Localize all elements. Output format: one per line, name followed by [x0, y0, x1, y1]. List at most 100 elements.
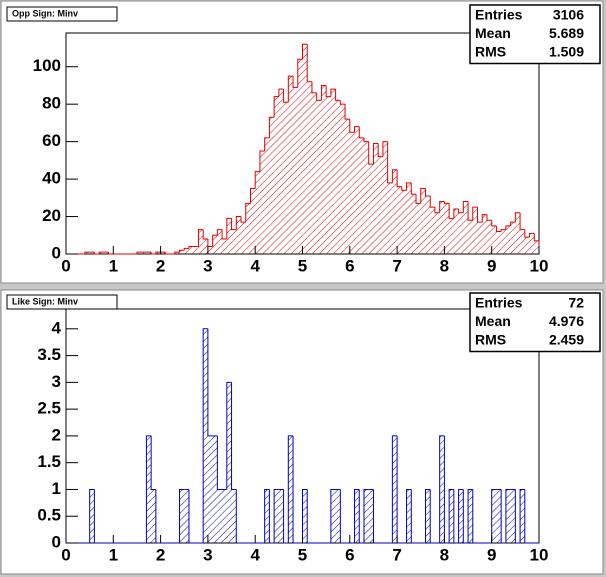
y-tick-label: 0	[52, 243, 61, 262]
bar	[203, 328, 208, 543]
bar-outline	[387, 141, 393, 184]
bar	[236, 216, 242, 254]
bar	[141, 252, 147, 254]
bar-outline	[155, 489, 161, 544]
bar	[449, 218, 454, 254]
bar	[179, 489, 185, 543]
stats-box	[469, 4, 601, 65]
bar-outline	[439, 435, 445, 543]
stat-value: 1.509	[549, 44, 584, 60]
bar	[293, 87, 298, 254]
x-tick-label: 1	[109, 545, 118, 564]
bar-outline	[150, 252, 156, 255]
bar-outline	[235, 216, 242, 230]
stat-label: RMS	[475, 44, 506, 60]
y-tick-label: 0.5	[37, 506, 61, 525]
bar	[330, 489, 336, 543]
bar-outline	[292, 435, 298, 544]
bar	[297, 59, 303, 255]
bar-outline	[406, 182, 412, 191]
bar	[335, 489, 341, 543]
bar-outline	[316, 92, 322, 101]
bar	[510, 489, 516, 543]
bar-outline	[283, 489, 289, 544]
bar	[335, 100, 341, 254]
x-tick-label: 0	[61, 545, 70, 564]
bar-outline	[401, 186, 407, 191]
bar-outline	[335, 89, 341, 101]
bar-outline	[249, 187, 256, 204]
bar-outline	[519, 212, 525, 231]
stat-label: Mean	[475, 313, 511, 329]
bar-outline	[292, 76, 298, 88]
x-tick-label: 5	[298, 256, 307, 275]
y-tick-label: 1	[52, 479, 61, 498]
bar-outline	[226, 381, 232, 490]
bar-outline	[202, 229, 208, 240]
bar-outline	[467, 201, 473, 221]
bar-outline	[164, 252, 171, 255]
bar	[472, 207, 478, 254]
bar-outline	[150, 435, 156, 490]
bar	[207, 246, 213, 254]
bar	[406, 489, 412, 543]
bar-outline	[216, 435, 223, 490]
bar	[392, 169, 398, 254]
bar-outline	[514, 212, 521, 223]
bar-outline	[145, 435, 152, 543]
bar	[264, 137, 270, 254]
bar-outline	[519, 488, 525, 543]
bar-outline	[443, 201, 450, 204]
bar	[151, 489, 156, 543]
bar-outline	[420, 187, 426, 204]
bar-outline	[287, 435, 294, 543]
bar-outline	[306, 489, 312, 544]
bar-outline	[372, 143, 379, 165]
bar	[453, 209, 459, 254]
stat-value: 72	[568, 295, 584, 311]
bar-outline	[481, 214, 487, 223]
bar	[359, 137, 364, 254]
bar-outline	[439, 201, 445, 213]
bar	[222, 489, 227, 543]
bar	[401, 190, 407, 254]
bar	[184, 489, 189, 543]
y-tick-label: 1.5	[37, 452, 61, 471]
stat-value: 3106	[553, 7, 584, 23]
bar-outline	[363, 488, 369, 543]
bar	[373, 143, 379, 254]
stat-label: Entries	[475, 295, 523, 311]
bar-outline	[358, 489, 364, 544]
y-tick-label: 3.5	[37, 345, 61, 364]
bar-outline	[391, 169, 398, 183]
bar	[226, 382, 232, 543]
bar-outline	[179, 249, 185, 253]
bar-outline	[505, 225, 511, 230]
x-tick-label: 0	[61, 256, 70, 275]
bar-outline	[477, 207, 483, 223]
y-tick-label: 3	[52, 372, 61, 391]
bar-outline	[382, 141, 388, 157]
bar	[510, 222, 516, 254]
x-tick-label: 6	[345, 256, 354, 275]
bar	[241, 222, 246, 254]
bar	[387, 182, 393, 254]
bar	[354, 489, 360, 543]
bar	[250, 188, 256, 254]
bar	[439, 435, 445, 543]
bar-outline	[302, 488, 308, 543]
bar-outline	[235, 489, 242, 544]
bar	[444, 203, 450, 254]
bar-outline	[410, 182, 417, 195]
bar-outline	[524, 489, 530, 544]
bar-outline	[529, 232, 535, 238]
bar	[368, 164, 374, 254]
bar	[302, 44, 308, 254]
bar	[330, 89, 336, 255]
bar	[184, 248, 189, 254]
bar	[203, 239, 208, 254]
bar-outline	[240, 216, 246, 223]
bar	[468, 220, 473, 254]
bar	[491, 225, 497, 254]
